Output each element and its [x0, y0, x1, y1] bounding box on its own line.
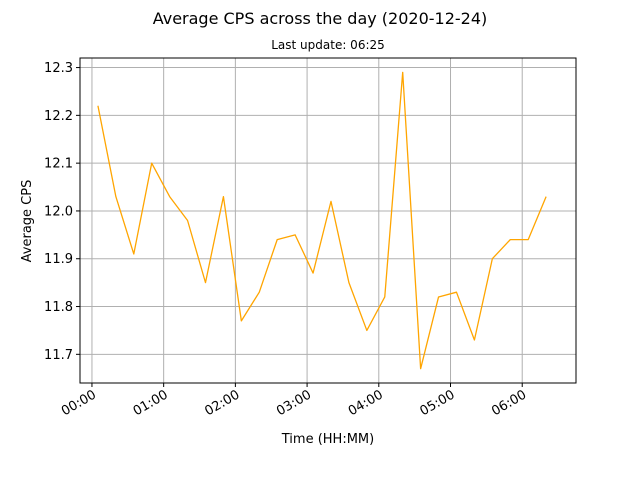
x-axis-label: Time (HH:MM) — [281, 432, 374, 447]
x-tick-label: 04:00 — [346, 387, 386, 419]
y-tick-label: 12.3 — [44, 61, 73, 76]
y-tick-label: 11.9 — [44, 252, 73, 267]
x-tick-label: 06:00 — [489, 387, 529, 419]
chart-subtitle: Last update: 06:25 — [271, 38, 385, 52]
y-tick-label: 11.8 — [44, 300, 73, 315]
grid — [80, 58, 576, 383]
tick-layer: 11.7 11.8 11.9 12.0 12.1 12.2 12.3 00:00 01:00 02… — [44, 61, 529, 419]
chart-title: Average CPS across the day (2020-12-24) — [153, 9, 488, 28]
series-line — [97, 71, 547, 370]
x-tick-label: 00:00 — [59, 387, 99, 419]
y-tick-label: 12.2 — [44, 109, 73, 124]
x-tick-label: 03:00 — [274, 387, 314, 419]
y-axis-label: Average CPS — [20, 180, 35, 263]
series-layer — [97, 71, 547, 370]
y-tick-label: 11.7 — [44, 348, 73, 363]
x-tick-label: 05:00 — [418, 387, 458, 419]
y-tick-label: 12.1 — [44, 157, 73, 172]
plot-frame — [79, 57, 577, 384]
x-tick-label: 01:00 — [131, 387, 171, 419]
x-tick-label: 02:00 — [202, 387, 242, 419]
y-tick-label: 12.0 — [44, 204, 73, 219]
